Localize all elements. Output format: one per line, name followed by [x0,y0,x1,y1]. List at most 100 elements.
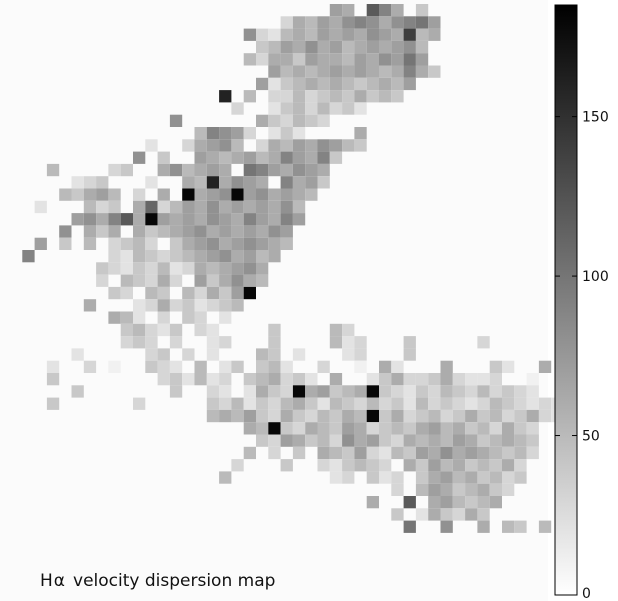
heatmap-cell [538,520,552,533]
heatmap-cell [366,65,379,78]
heatmap-cell [145,262,158,275]
heatmap-cell [268,188,281,201]
heatmap-cell [145,176,158,189]
heatmap-cell [206,397,220,410]
heatmap-cell [268,213,281,226]
heatmap-cell [145,250,158,263]
heatmap-cell [366,4,379,17]
heatmap-cell [329,397,343,410]
heatmap-cell [305,163,318,177]
heatmap-cell [305,53,318,66]
heatmap-cell [268,114,281,127]
heatmap-cell [514,471,527,484]
heatmap-cell [305,434,318,447]
heatmap-cell [157,348,170,361]
heatmap-cell [465,434,478,447]
heatmap-cell [526,409,539,423]
heatmap-cell [219,311,232,324]
heatmap-cell [366,385,379,398]
heatmap-cell [256,274,269,287]
heatmap-cell [133,250,146,263]
caption-alpha: α [54,571,65,591]
heatmap-cell [206,336,220,349]
heatmap-cell [182,262,195,275]
heatmap-cell [206,250,220,263]
heatmap-cell [108,163,121,177]
heatmap-cell [46,373,60,386]
heatmap-cell [71,348,84,361]
heatmap-cell [465,496,478,509]
heatmap-cell [206,176,220,189]
colorbar-ticks: 0 50 100 150 [555,110,609,601]
heatmap-cell [489,422,502,435]
heatmap-cell [157,311,170,324]
heatmap-cell [243,286,256,300]
heatmap-cell [465,471,478,484]
heatmap-cell [256,385,269,398]
heatmap-cell [292,188,306,201]
heatmap-cell [305,16,318,29]
heatmap-cell [538,397,552,410]
heatmap-cell [108,360,121,373]
heatmap-cell [403,53,416,66]
heatmap-cell [34,237,47,250]
heatmap-cell [268,102,281,115]
heatmap-cell [342,4,355,17]
heatmap-cell [379,471,392,484]
heatmap-cell [305,188,318,201]
heatmap-cell [280,360,293,373]
heatmap-cell [120,262,133,275]
heatmap-cell [354,409,367,423]
heatmap-cell [280,102,293,115]
heatmap-cell [120,323,133,337]
heatmap-cell [194,225,207,238]
heatmap-cell [477,385,490,398]
heatmap-cell [157,274,170,287]
heatmap-cell [268,65,281,78]
heatmap-cell [206,139,220,152]
heatmap-cell [71,385,84,398]
heatmap-cell [243,53,256,66]
heatmap-cell [268,373,281,386]
heatmap-cell [428,409,441,423]
heatmap-cell [268,446,281,460]
heatmap-cell [145,200,158,214]
heatmap-cell [268,53,281,66]
heatmap-cell [440,373,453,386]
heatmap-cell [477,397,490,410]
heatmap-cell [329,434,343,447]
heatmap-cell [157,213,170,226]
heatmap-cell [342,409,355,423]
heatmap-cell [96,274,109,287]
heatmap-cell [133,188,146,201]
heatmap-cell [157,188,170,201]
heatmap-cell [268,348,281,361]
heatmap-cell [120,250,133,263]
heatmap-cell [169,299,183,312]
heatmap-cell [292,409,306,423]
heatmap-cell [465,385,478,398]
heatmap-cell [182,250,195,263]
heatmap-cell [502,471,515,484]
heatmap-cell [194,373,207,386]
heatmap-cell [305,77,318,91]
heatmap-cell [489,409,502,423]
heatmap-cell [379,360,392,373]
heatmap-cell [415,397,429,410]
heatmap-cell [538,409,552,423]
heatmap-cell [46,397,60,410]
heatmap-cell [206,274,220,287]
heatmap-cell [194,237,207,250]
heatmap-cell [354,397,367,410]
heatmap-cell [489,471,502,484]
heatmap-cell [305,176,318,189]
heatmap-cell [514,434,527,447]
heatmap-cell [379,373,392,386]
heatmap-cell [256,53,269,66]
heatmap-cell [133,237,146,250]
heatmap-cell [465,397,478,410]
heatmap-cell [268,151,281,164]
heatmap-cell [415,385,429,398]
heatmap-cell [108,286,121,300]
heatmap-cell [465,508,478,521]
